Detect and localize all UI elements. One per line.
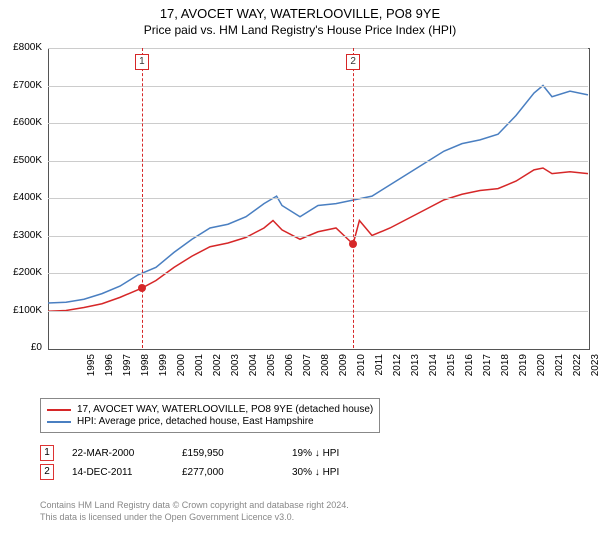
y-tick-label: £400K xyxy=(0,192,42,203)
y-tick-label: £600K xyxy=(0,117,42,128)
sale-dot xyxy=(349,240,357,248)
y-gridline xyxy=(48,161,588,162)
x-tick-label: 2005 xyxy=(266,354,277,394)
x-tick-label: 2000 xyxy=(176,354,187,394)
x-tick-label: 2021 xyxy=(554,354,565,394)
footnote-line-1: Contains HM Land Registry data © Crown c… xyxy=(40,500,349,512)
x-tick-label: 2015 xyxy=(446,354,457,394)
y-gridline xyxy=(48,198,588,199)
y-tick-label: £0 xyxy=(0,342,42,353)
y-tick-label: £300K xyxy=(0,230,42,241)
legend-box: 17, AVOCET WAY, WATERLOOVILLE, PO8 9YE (… xyxy=(40,398,380,433)
sales-price: £277,000 xyxy=(182,467,292,478)
y-tick-label: £200K xyxy=(0,267,42,278)
y-tick-label: £800K xyxy=(0,42,42,53)
x-tick-label: 2010 xyxy=(356,354,367,394)
y-gridline xyxy=(48,311,588,312)
y-gridline xyxy=(48,48,588,49)
sale-dot xyxy=(138,284,146,292)
sales-date: 22-MAR-2000 xyxy=(72,448,182,459)
x-tick-label: 2016 xyxy=(464,354,475,394)
x-tick-label: 2004 xyxy=(248,354,259,394)
footnote: Contains HM Land Registry data © Crown c… xyxy=(40,500,349,523)
sales-table: 1 22-MAR-2000£159,95019% ↓ HPI 2 14-DEC-201… xyxy=(40,442,402,483)
x-tick-label: 1995 xyxy=(86,354,97,394)
x-tick-label: 1996 xyxy=(104,354,115,394)
x-tick-label: 2006 xyxy=(284,354,295,394)
x-tick-label: 2019 xyxy=(518,354,529,394)
x-tick-label: 2023 xyxy=(590,354,600,394)
legend-label: 17, AVOCET WAY, WATERLOOVILLE, PO8 9YE (… xyxy=(77,404,373,415)
x-tick-label: 2001 xyxy=(194,354,205,394)
legend-swatch xyxy=(47,409,71,411)
x-tick-label: 1997 xyxy=(122,354,133,394)
x-tick-label: 2007 xyxy=(302,354,313,394)
x-tick-label: 2002 xyxy=(212,354,223,394)
x-tick-label: 1998 xyxy=(140,354,151,394)
sale-dash-line xyxy=(353,48,354,348)
sale-marker-box: 2 xyxy=(346,54,360,70)
sales-row: 2 14-DEC-2011£277,00030% ↓ HPI xyxy=(40,464,402,480)
x-tick-label: 2003 xyxy=(230,354,241,394)
x-tick-label: 2014 xyxy=(428,354,439,394)
legend-swatch xyxy=(47,421,71,423)
x-tick-label: 2012 xyxy=(392,354,403,394)
x-tick-label: 2022 xyxy=(572,354,583,394)
x-tick-label: 1999 xyxy=(158,354,169,394)
sales-delta: 19% ↓ HPI xyxy=(292,448,402,459)
x-tick-label: 2018 xyxy=(500,354,511,394)
sales-row: 1 22-MAR-2000£159,95019% ↓ HPI xyxy=(40,445,402,461)
legend-label: HPI: Average price, detached house, East… xyxy=(77,416,314,427)
y-tick-label: £100K xyxy=(0,305,42,316)
series-line-price_paid xyxy=(48,168,588,311)
sales-row-marker: 2 xyxy=(40,464,54,480)
y-gridline xyxy=(48,236,588,237)
x-tick-label: 2020 xyxy=(536,354,547,394)
y-tick-label: £700K xyxy=(0,80,42,91)
y-tick-label: £500K xyxy=(0,155,42,166)
series-line-hpi xyxy=(48,86,588,304)
sale-marker-box: 1 xyxy=(135,54,149,70)
sales-date: 14-DEC-2011 xyxy=(72,467,182,478)
x-tick-label: 2017 xyxy=(482,354,493,394)
sales-delta: 30% ↓ HPI xyxy=(292,467,402,478)
sales-price: £159,950 xyxy=(182,448,292,459)
y-gridline xyxy=(48,123,588,124)
x-tick-label: 2009 xyxy=(338,354,349,394)
sale-dash-line xyxy=(142,48,143,348)
y-gridline xyxy=(48,86,588,87)
chart-container: 17, AVOCET WAY, WATERLOOVILLE, PO8 9YE P… xyxy=(0,0,600,560)
legend-row: 17, AVOCET WAY, WATERLOOVILLE, PO8 9YE (… xyxy=(47,404,373,415)
x-tick-label: 2008 xyxy=(320,354,331,394)
footnote-line-2: This data is licensed under the Open Gov… xyxy=(40,512,349,524)
legend-row: HPI: Average price, detached house, East… xyxy=(47,416,373,427)
x-tick-label: 2011 xyxy=(374,354,385,394)
y-gridline xyxy=(48,273,588,274)
sales-row-marker: 1 xyxy=(40,445,54,461)
x-tick-label: 2013 xyxy=(410,354,421,394)
